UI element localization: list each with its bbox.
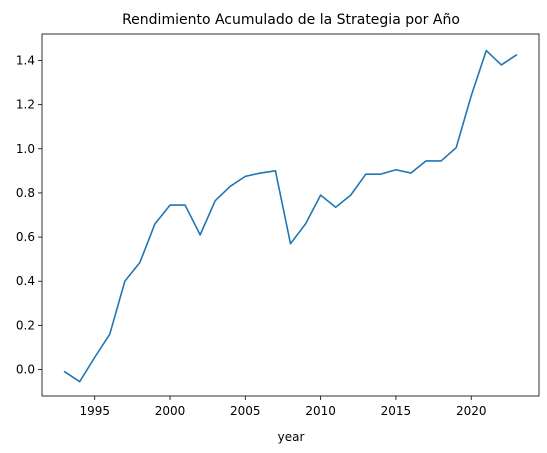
y-tick-label: 1.4 (16, 53, 35, 67)
x-tick-label: 2000 (155, 404, 186, 418)
x-tick-label: 2005 (230, 404, 261, 418)
x-axis-label: year (278, 430, 305, 444)
y-tick-label: 0.8 (16, 186, 35, 200)
y-tick-label: 0.0 (16, 363, 35, 377)
y-axis: 0.0 0.2 0.4 0.6 0.8 1.0 1.2 1.4 (16, 53, 42, 377)
series-line (63, 49, 518, 383)
y-tick-label: 1.0 (16, 142, 35, 156)
x-tick-label: 2015 (381, 404, 412, 418)
x-tick-label: 2020 (456, 404, 487, 418)
y-tick-label: 0.4 (16, 274, 35, 288)
y-tick-label: 0.6 (16, 230, 35, 244)
x-tick-label: 2010 (305, 404, 336, 418)
x-axis: 1995 2000 2005 2010 2015 2020 (79, 396, 487, 418)
y-tick-label: 0.2 (16, 318, 35, 332)
chart-title: Rendimiento Acumulado de la Strategia po… (122, 12, 460, 28)
plot-area (41, 33, 540, 397)
y-tick-label: 1.2 (16, 98, 35, 112)
x-tick-label: 1995 (79, 404, 110, 418)
